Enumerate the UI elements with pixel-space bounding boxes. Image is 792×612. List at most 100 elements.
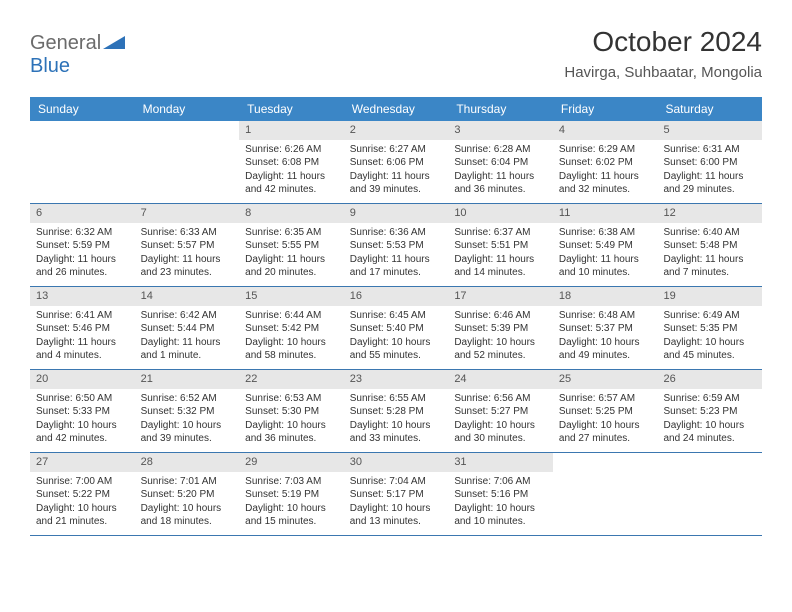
sunrise-text: Sunrise: 6:37 AM (454, 226, 547, 240)
day-number: 14 (135, 287, 240, 306)
daylight-text: Daylight: 10 hours and 52 minutes. (454, 336, 547, 363)
sunrise-text: Sunrise: 6:53 AM (245, 392, 338, 406)
weekday-header: Friday (553, 97, 658, 121)
sunrise-text: Sunrise: 6:57 AM (559, 392, 652, 406)
day-number: 7 (135, 204, 240, 223)
day-cell: 5Sunrise: 6:31 AMSunset: 6:00 PMDaylight… (657, 121, 762, 203)
day-number: 31 (448, 453, 553, 472)
sunset-text: Sunset: 5:32 PM (141, 405, 234, 419)
day-number: 3 (448, 121, 553, 140)
daylight-text: Daylight: 10 hours and 27 minutes. (559, 419, 652, 446)
sunset-text: Sunset: 5:48 PM (663, 239, 756, 253)
sunrise-text: Sunrise: 6:31 AM (663, 143, 756, 157)
week-row: 13Sunrise: 6:41 AMSunset: 5:46 PMDayligh… (30, 287, 762, 370)
day-body: Sunrise: 6:32 AMSunset: 5:59 PMDaylight:… (30, 223, 135, 286)
day-number: 23 (344, 370, 449, 389)
daylight-text: Daylight: 10 hours and 39 minutes. (141, 419, 234, 446)
day-body: Sunrise: 7:03 AMSunset: 5:19 PMDaylight:… (239, 472, 344, 535)
daylight-text: Daylight: 10 hours and 21 minutes. (36, 502, 129, 529)
day-cell: 27Sunrise: 7:00 AMSunset: 5:22 PMDayligh… (30, 453, 135, 535)
weeks-container: 1Sunrise: 6:26 AMSunset: 6:08 PMDaylight… (30, 121, 762, 536)
day-number: 1 (239, 121, 344, 140)
daylight-text: Daylight: 10 hours and 33 minutes. (350, 419, 443, 446)
day-cell: 16Sunrise: 6:45 AMSunset: 5:40 PMDayligh… (344, 287, 449, 369)
day-cell: 17Sunrise: 6:46 AMSunset: 5:39 PMDayligh… (448, 287, 553, 369)
day-body: Sunrise: 6:53 AMSunset: 5:30 PMDaylight:… (239, 389, 344, 452)
day-body: Sunrise: 6:41 AMSunset: 5:46 PMDaylight:… (30, 306, 135, 369)
sunrise-text: Sunrise: 6:55 AM (350, 392, 443, 406)
sunrise-text: Sunrise: 6:28 AM (454, 143, 547, 157)
week-row: 6Sunrise: 6:32 AMSunset: 5:59 PMDaylight… (30, 204, 762, 287)
day-cell: 23Sunrise: 6:55 AMSunset: 5:28 PMDayligh… (344, 370, 449, 452)
week-row: 20Sunrise: 6:50 AMSunset: 5:33 PMDayligh… (30, 370, 762, 453)
weekday-header: Thursday (448, 97, 553, 121)
daylight-text: Daylight: 11 hours and 4 minutes. (36, 336, 129, 363)
day-body: Sunrise: 6:44 AMSunset: 5:42 PMDaylight:… (239, 306, 344, 369)
sunrise-text: Sunrise: 6:45 AM (350, 309, 443, 323)
sunset-text: Sunset: 5:44 PM (141, 322, 234, 336)
sunrise-text: Sunrise: 7:06 AM (454, 475, 547, 489)
sunrise-text: Sunrise: 6:35 AM (245, 226, 338, 240)
daylight-text: Daylight: 10 hours and 24 minutes. (663, 419, 756, 446)
sunrise-text: Sunrise: 7:01 AM (141, 475, 234, 489)
day-body: Sunrise: 6:49 AMSunset: 5:35 PMDaylight:… (657, 306, 762, 369)
day-body: Sunrise: 6:40 AMSunset: 5:48 PMDaylight:… (657, 223, 762, 286)
day-number: 16 (344, 287, 449, 306)
day-number: 8 (239, 204, 344, 223)
daylight-text: Daylight: 11 hours and 39 minutes. (350, 170, 443, 197)
day-body: Sunrise: 6:57 AMSunset: 5:25 PMDaylight:… (553, 389, 658, 452)
sunset-text: Sunset: 5:27 PM (454, 405, 547, 419)
logo-text-part2: Blue (30, 55, 70, 77)
day-number: 2 (344, 121, 449, 140)
day-cell: 21Sunrise: 6:52 AMSunset: 5:32 PMDayligh… (135, 370, 240, 452)
day-body: Sunrise: 7:04 AMSunset: 5:17 PMDaylight:… (344, 472, 449, 535)
day-number: 19 (657, 287, 762, 306)
day-body: Sunrise: 6:29 AMSunset: 6:02 PMDaylight:… (553, 140, 658, 203)
sunrise-text: Sunrise: 7:03 AM (245, 475, 338, 489)
day-number: 22 (239, 370, 344, 389)
sunset-text: Sunset: 5:59 PM (36, 239, 129, 253)
logo-text-part1: General (30, 32, 101, 54)
day-number: 11 (553, 204, 658, 223)
day-cell: 3Sunrise: 6:28 AMSunset: 6:04 PMDaylight… (448, 121, 553, 203)
sunset-text: Sunset: 5:25 PM (559, 405, 652, 419)
day-number: 26 (657, 370, 762, 389)
day-number: 18 (553, 287, 658, 306)
daylight-text: Daylight: 10 hours and 55 minutes. (350, 336, 443, 363)
day-cell: 20Sunrise: 6:50 AMSunset: 5:33 PMDayligh… (30, 370, 135, 452)
day-cell (553, 453, 658, 535)
week-row: 27Sunrise: 7:00 AMSunset: 5:22 PMDayligh… (30, 453, 762, 536)
calendar-grid: SundayMondayTuesdayWednesdayThursdayFrid… (30, 97, 762, 536)
daylight-text: Daylight: 11 hours and 32 minutes. (559, 170, 652, 197)
sunrise-text: Sunrise: 6:38 AM (559, 226, 652, 240)
day-number: 15 (239, 287, 344, 306)
day-cell: 15Sunrise: 6:44 AMSunset: 5:42 PMDayligh… (239, 287, 344, 369)
day-cell (657, 453, 762, 535)
logo-triangle-icon (103, 32, 125, 55)
weekday-header: Wednesday (344, 97, 449, 121)
daylight-text: Daylight: 11 hours and 14 minutes. (454, 253, 547, 280)
day-cell: 22Sunrise: 6:53 AMSunset: 5:30 PMDayligh… (239, 370, 344, 452)
sunrise-text: Sunrise: 6:36 AM (350, 226, 443, 240)
day-body: Sunrise: 6:27 AMSunset: 6:06 PMDaylight:… (344, 140, 449, 203)
sunset-text: Sunset: 5:42 PM (245, 322, 338, 336)
day-cell: 30Sunrise: 7:04 AMSunset: 5:17 PMDayligh… (344, 453, 449, 535)
sunset-text: Sunset: 5:22 PM (36, 488, 129, 502)
daylight-text: Daylight: 10 hours and 42 minutes. (36, 419, 129, 446)
sunset-text: Sunset: 5:20 PM (141, 488, 234, 502)
sunset-text: Sunset: 5:35 PM (663, 322, 756, 336)
sunset-text: Sunset: 5:37 PM (559, 322, 652, 336)
sunrise-text: Sunrise: 6:48 AM (559, 309, 652, 323)
sunset-text: Sunset: 6:06 PM (350, 156, 443, 170)
sunset-text: Sunset: 5:16 PM (454, 488, 547, 502)
title-block: October 2024 Havirga, Suhbaatar, Mongoli… (564, 26, 762, 91)
sunrise-text: Sunrise: 6:29 AM (559, 143, 652, 157)
sunrise-text: Sunrise: 6:46 AM (454, 309, 547, 323)
daylight-text: Daylight: 10 hours and 18 minutes. (141, 502, 234, 529)
sunset-text: Sunset: 5:57 PM (141, 239, 234, 253)
daylight-text: Daylight: 11 hours and 29 minutes. (663, 170, 756, 197)
day-cell: 2Sunrise: 6:27 AMSunset: 6:06 PMDaylight… (344, 121, 449, 203)
day-body: Sunrise: 6:56 AMSunset: 5:27 PMDaylight:… (448, 389, 553, 452)
day-cell: 25Sunrise: 6:57 AMSunset: 5:25 PMDayligh… (553, 370, 658, 452)
day-number: 9 (344, 204, 449, 223)
